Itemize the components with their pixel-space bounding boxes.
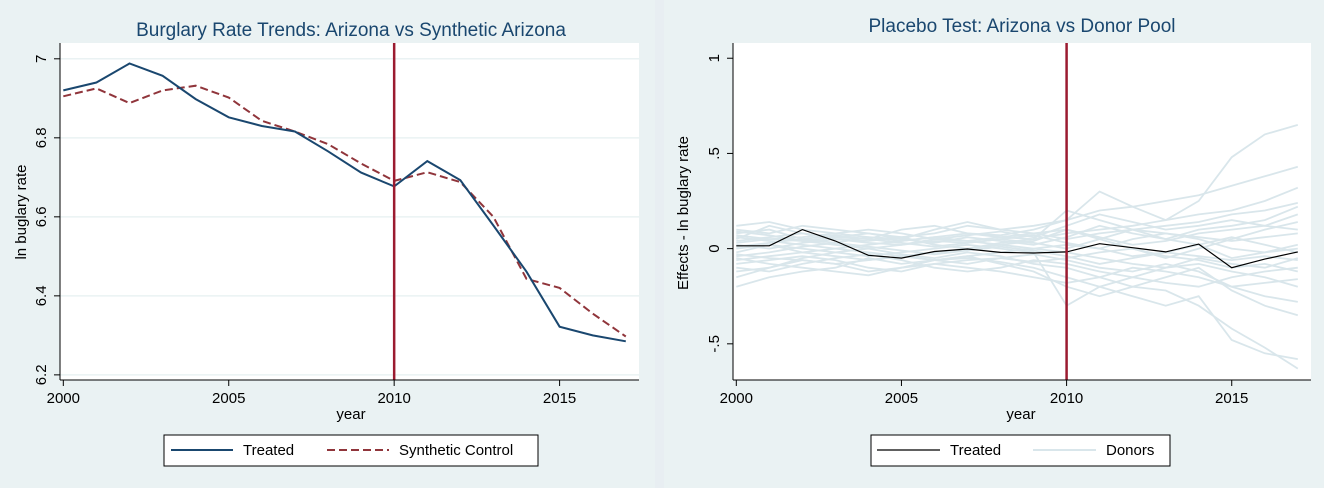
y-tick-label: 6.4 <box>33 285 50 306</box>
x-tick-label: 2015 <box>1215 390 1248 407</box>
series-line-donor <box>736 253 1298 288</box>
series-line-donor <box>736 165 1299 239</box>
chart-panel-left: Burglary Rate Trends: Arizona vs Synthet… <box>0 0 655 488</box>
series-line-donor <box>736 232 1298 250</box>
y-tick-label: 6.8 <box>33 127 50 148</box>
chart-panel-right: Placebo Test: Arizona vs Donor Pool 2000… <box>664 0 1324 488</box>
x-axis-label-left: year <box>336 406 365 423</box>
legend-right: Treated Donors <box>870 434 1171 467</box>
chart-title-right: Placebo Test: Arizona vs Donor Pool <box>869 16 1176 37</box>
axes-right: 2000 2005 2010 2015 -.5 0 .5 1 <box>706 43 1311 407</box>
series-line-donor <box>736 243 1298 262</box>
series-group-left <box>63 43 627 380</box>
series-line-donor <box>736 213 1299 250</box>
series-line-donor <box>736 202 1299 241</box>
series-line-treated <box>63 62 626 343</box>
x-tick-label: 2000 <box>47 390 80 407</box>
plot-area-right <box>733 43 1311 380</box>
series-line-donor <box>736 243 1299 288</box>
series-group-right <box>735 43 1299 380</box>
y-tick-label: 6.2 <box>33 364 50 385</box>
axes-left: 2000 2005 2010 2015 6.2 6.4 6.6 6.8 7 <box>33 43 639 407</box>
x-tick-label: 2010 <box>1050 390 1083 407</box>
y-tick-label: 6.6 <box>33 206 50 227</box>
y-tick-label: -.5 <box>706 335 723 353</box>
series-line-treated-right <box>736 228 1298 269</box>
legend-label-treated: Treated <box>243 442 294 459</box>
x-tick-label: 2015 <box>543 390 576 407</box>
y-tick-label: 0 <box>706 244 723 252</box>
x-tick-label: 2005 <box>885 390 918 407</box>
legend-label-treated-right: Treated <box>950 442 1001 459</box>
y-tick-label: 1 <box>706 54 723 62</box>
chart-title-left: Burglary Rate Trends: Arizona vs Synthet… <box>136 20 566 41</box>
y-tick-label: 7 <box>33 55 50 63</box>
series-line-donor <box>736 221 1299 260</box>
series-line-donor <box>736 228 1298 254</box>
chart-right: Placebo Test: Arizona vs Donor Pool 2000… <box>675 16 1311 467</box>
y-tick-label: .5 <box>706 147 723 160</box>
legend-label-donors: Donors <box>1106 442 1154 459</box>
x-tick-label: 2005 <box>212 390 245 407</box>
series-line-donor <box>736 257 1298 303</box>
series-line-donor <box>736 236 1299 265</box>
y-axis-label-right: Effects - ln buglary rate <box>675 136 692 290</box>
x-tick-label: 2000 <box>720 390 753 407</box>
chart-left: Burglary Rate Trends: Arizona vs Synthet… <box>13 20 639 467</box>
plot-area-left <box>60 43 639 380</box>
legend-label-synthetic: Synthetic Control <box>399 442 513 459</box>
y-axis-label-left: ln buglary rate <box>13 164 30 259</box>
x-tick-label: 2010 <box>377 390 410 407</box>
legend-left: Treated Synthetic Control <box>163 434 539 467</box>
series-line-donor <box>736 257 1298 360</box>
x-axis-label-right: year <box>1006 406 1035 423</box>
series-line-donor <box>736 255 1299 317</box>
grid-left <box>60 58 639 376</box>
